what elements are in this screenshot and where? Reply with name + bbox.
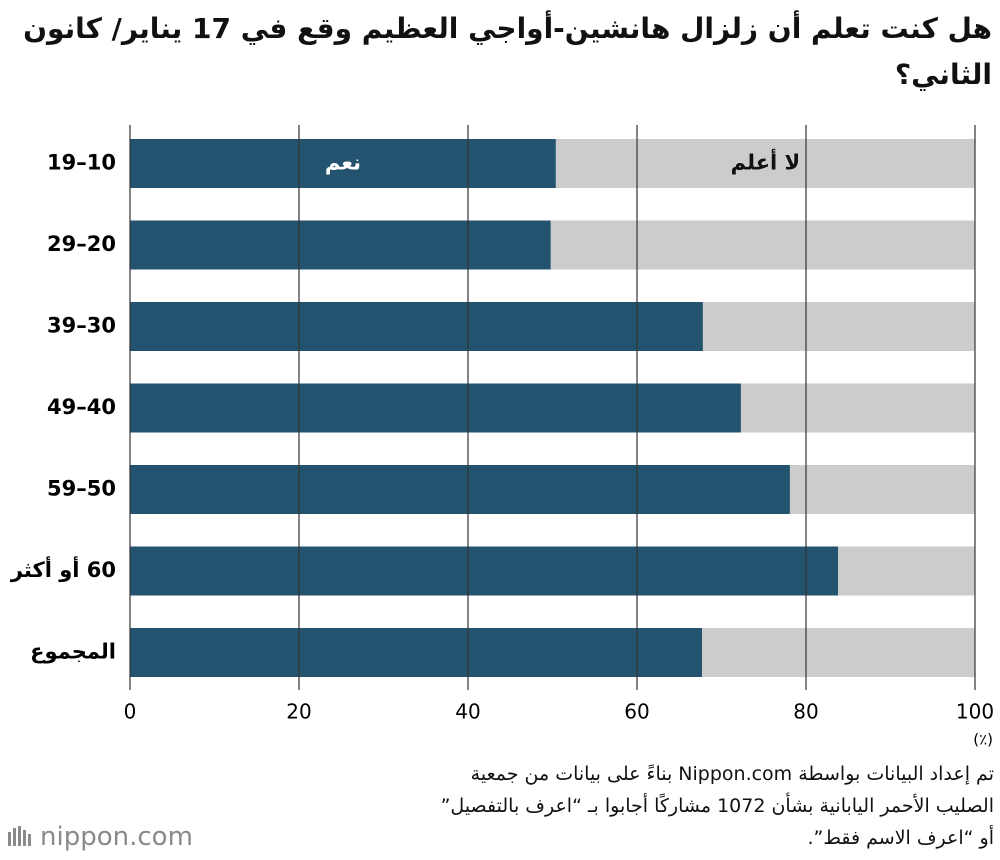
y-tick-label: 59–50: [47, 477, 116, 501]
bar-segment: [130, 383, 741, 433]
y-tick-label: 49–40: [47, 395, 116, 419]
series-label: نعم: [325, 151, 361, 175]
x-tick-label: 80: [793, 700, 818, 724]
bar-segment: [130, 220, 551, 270]
note-line: تم إعداد البيانات بواسطة Nippon.com بناء…: [470, 763, 994, 785]
y-tick-label: المجموع: [30, 640, 116, 664]
logo: nippon.com: [6, 822, 193, 852]
x-tick-label: 0: [124, 700, 137, 724]
x-tick-label: 100: [956, 700, 994, 724]
chart: 19–10 29–20 39–30 49–40 59–50 60 أو أكثر المجم…: [10, 125, 994, 749]
note-line: الصليب الأحمر اليابانية بشأن 1072 مشاركً…: [440, 795, 994, 817]
bar-segment: [555, 139, 975, 188]
y-tick-label: 39–30: [47, 314, 116, 338]
bar-segment: [740, 383, 975, 433]
x-unit: (٪): [973, 731, 993, 749]
logo-text: nippon.com: [40, 822, 193, 852]
bar-segment: [130, 628, 703, 677]
y-tick-label: 60 أو أكثر: [10, 555, 116, 582]
bar-segment: [130, 139, 556, 188]
bar-segment: [130, 465, 790, 514]
x-tick-label: 60: [624, 700, 649, 724]
bar-segment: [702, 302, 975, 351]
bar-segment: [702, 628, 975, 677]
chart-title: هل كنت تعلم أن زلزال هانشين-أواجي العظيم…: [23, 12, 992, 91]
note-line: أو “اعرف الاسم فقط”.: [807, 827, 994, 849]
x-tick-label: 40: [455, 700, 480, 724]
bar-segment: [550, 220, 975, 270]
series-label: لا أعلم: [731, 148, 801, 175]
bar-segment: [130, 302, 703, 351]
bar-segment: [789, 465, 975, 514]
x-tick-label: 20: [286, 700, 311, 724]
source-note: تم إعداد البيانات بواسطة Nippon.com بناء…: [294, 758, 994, 854]
bar-segment: [130, 546, 839, 596]
y-tick-label: 29–20: [47, 232, 116, 256]
logo-icon: [8, 826, 31, 846]
bar-segment: [838, 546, 975, 596]
y-tick-label: 19–10: [47, 151, 116, 175]
